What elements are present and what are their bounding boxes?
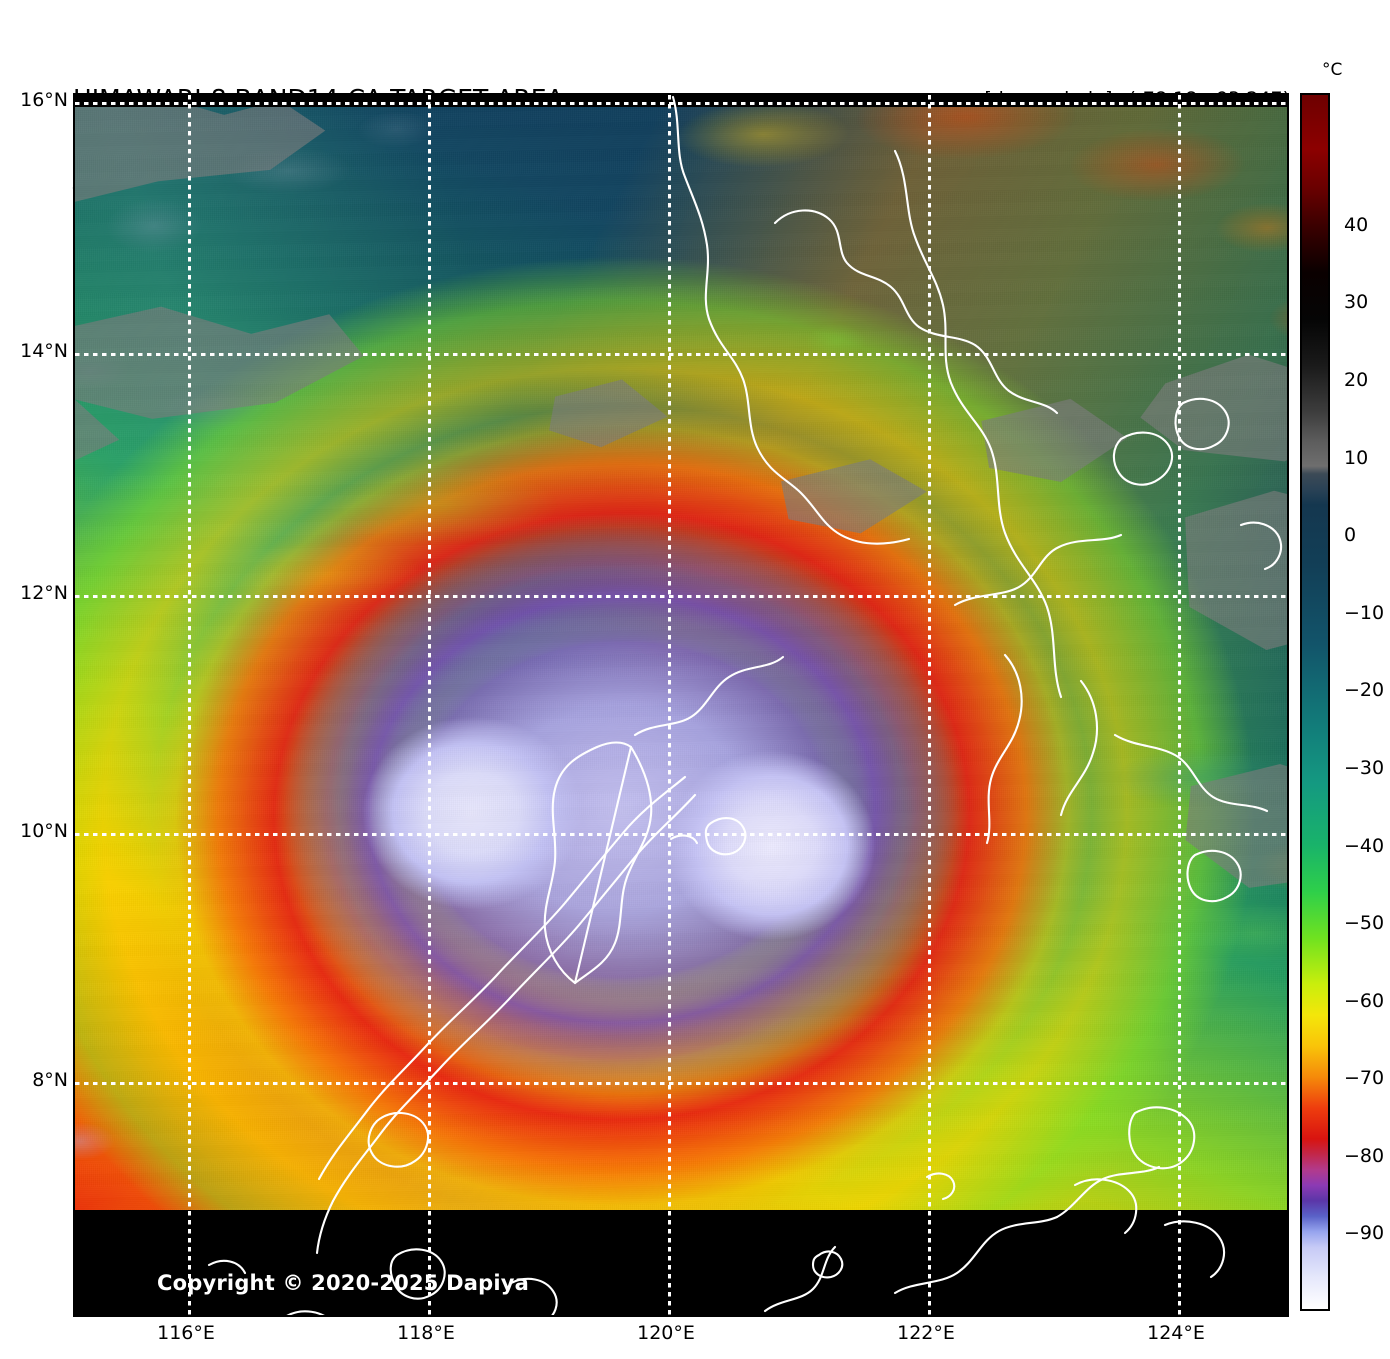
y-axis-tick-16n: 16°N — [20, 89, 68, 111]
colorbar-tick-minus30: −30 — [1344, 756, 1385, 779]
colorbar-gradient — [1302, 95, 1328, 1309]
coastline-overlay — [207, 95, 1283, 1315]
colorbar-tick-40: 40 — [1344, 213, 1369, 236]
no-data-band-bottom — [75, 1210, 1287, 1315]
colorbar-tick-20: 20 — [1344, 369, 1369, 392]
x-axis-tick-116e: 116°E — [157, 1322, 215, 1344]
temperature-colorbar — [1300, 93, 1330, 1311]
colorbar-tick-minus70: −70 — [1344, 1067, 1385, 1090]
plot-inner: Copyright © 2020-2025 Dapiya — [75, 95, 1287, 1315]
copyright-label: Copyright © 2020-2025 Dapiya — [157, 1271, 529, 1295]
colorbar-tick-0: 0 — [1344, 524, 1357, 547]
satellite-swath — [75, 95, 1287, 1315]
colorbar-tick-30: 30 — [1344, 291, 1369, 314]
colorbar-tick-minus20: −20 — [1344, 679, 1385, 702]
colorbar-tick-minus80: −80 — [1344, 1144, 1385, 1167]
y-axis-tick-8n: 8°N — [32, 1069, 68, 1091]
x-axis-tick-118e: 118°E — [397, 1322, 455, 1344]
colorbar-tick-minus60: −60 — [1344, 989, 1385, 1012]
colorbar-unit-label: °C — [1322, 60, 1343, 80]
x-axis-tick-124e: 124°E — [1147, 1322, 1205, 1344]
colorbar-tick-minus50: −50 — [1344, 912, 1385, 935]
colorbar-tick-minus40: −40 — [1344, 834, 1385, 857]
colorbar-tick-10: 10 — [1344, 446, 1369, 469]
y-axis-tick-14n: 14°N — [20, 340, 68, 362]
x-axis-tick-120e: 120°E — [637, 1322, 695, 1344]
y-axis-tick-12n: 12°N — [20, 582, 68, 604]
satellite-image-plot: Copyright © 2020-2025 Dapiya — [73, 93, 1289, 1317]
land-mask-shading — [75, 95, 1287, 1313]
colorbar-tick-minus90: −90 — [1344, 1222, 1385, 1245]
y-axis-tick-10n: 10°N — [20, 820, 68, 842]
colorbar-tick-minus10: −10 — [1344, 601, 1385, 624]
x-axis-tick-122e: 122°E — [897, 1322, 955, 1344]
